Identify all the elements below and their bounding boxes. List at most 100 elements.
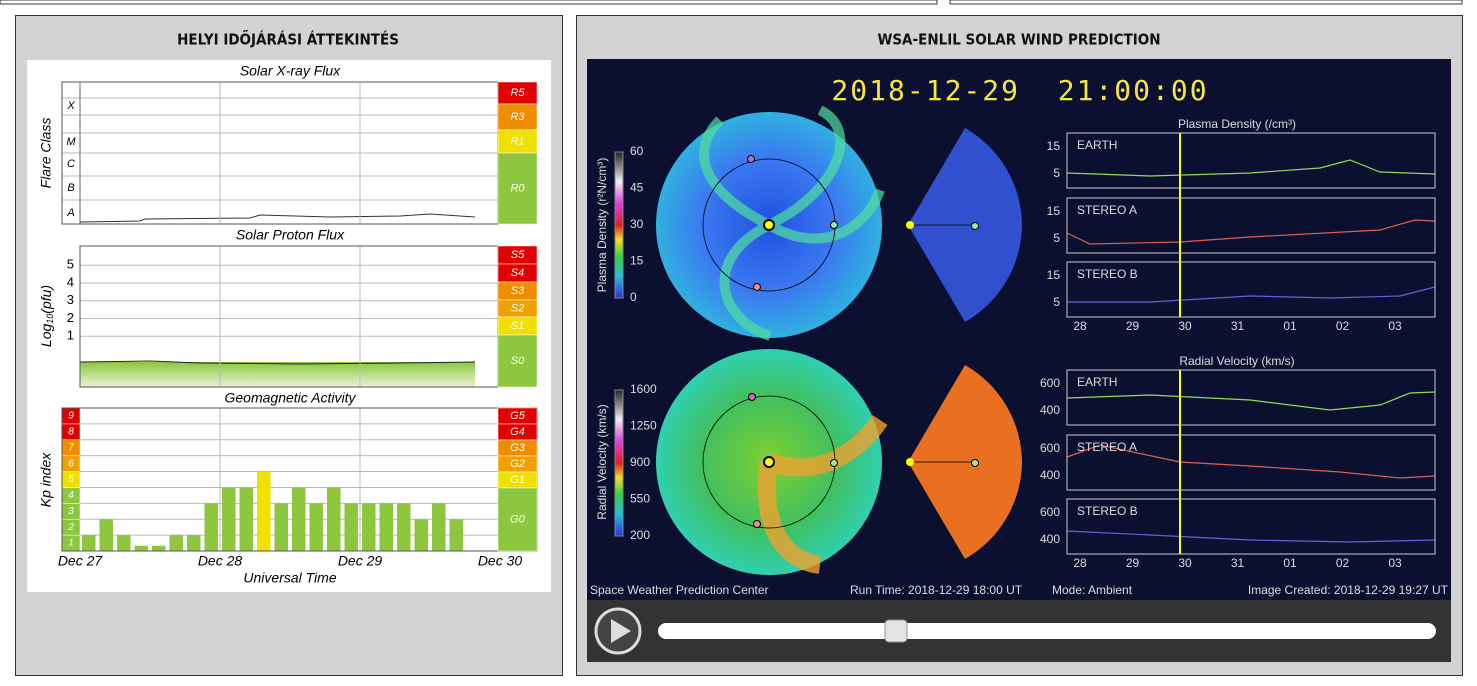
y-axis-label: Flare Class <box>38 118 54 189</box>
class-label: A <box>66 207 74 219</box>
kp-level-label: 2 <box>67 522 74 533</box>
scale-label: G2 <box>510 458 525 470</box>
probe-label: STEREO B <box>1077 267 1138 281</box>
kp-level-label: 1 <box>68 538 74 549</box>
scale-box <box>497 152 538 225</box>
kp-bar <box>432 503 446 551</box>
footer-source: Space Weather Prediction Center <box>590 583 769 597</box>
kp-level-label: 9 <box>68 411 74 422</box>
kp-bar <box>169 535 183 551</box>
colorbar-label: Plasma Density (r²N/cm³) <box>595 158 609 293</box>
chart-title: Geomagnetic Activity <box>225 390 357 406</box>
panel-title: HELYI IDŐJÁRÁSI ÁTTEKINTÉS <box>177 29 399 49</box>
kp-bar <box>222 487 236 551</box>
kp-bar <box>414 519 428 551</box>
plot-frame <box>1066 261 1436 318</box>
colorbar-tick: 1250 <box>630 419 657 433</box>
proton-flux-fill <box>80 362 475 387</box>
x-tick-label: 03 <box>1388 319 1402 333</box>
timeseries-lines <box>1066 159 1436 543</box>
panel-title: WSA-ENLIL SOLAR WIND PREDICTION <box>877 31 1160 49</box>
x-tick-label: 30 <box>1178 319 1192 333</box>
probe-label: EARTH <box>1077 375 1117 389</box>
kp-bar <box>397 503 411 551</box>
y-tick-label: 2 <box>67 310 74 325</box>
scale-label: G3 <box>510 442 526 454</box>
probe-label: EARTH <box>1077 138 1117 152</box>
y-axis-label-unit: (pfu) <box>38 285 54 314</box>
x-tick-label: Dec 30 <box>478 553 523 569</box>
scale-label: S5 <box>511 249 525 261</box>
y-axis-label-main: Log <box>38 324 54 348</box>
x-tick-label: Dec 27 <box>58 553 104 569</box>
class-label: X <box>66 100 75 112</box>
y-tick-label: 15 <box>1047 268 1061 282</box>
scale-box <box>497 103 538 131</box>
play-icon[interactable] <box>611 619 631 643</box>
plot-frame <box>1066 369 1436 426</box>
class-label: C <box>67 158 75 170</box>
kp-bar <box>344 503 358 551</box>
colorbar-tick: 900 <box>630 455 650 469</box>
colorbar-tick: 0 <box>630 290 637 304</box>
y-tick-label: 600 <box>1040 441 1060 455</box>
x-tick-label: 03 <box>1388 556 1402 570</box>
scale-label: G1 <box>510 474 525 486</box>
colorbar-label: Radial Velocity (km/s) <box>595 404 609 519</box>
density-spiral <box>699 105 885 341</box>
x-tick-label: 28 <box>1073 556 1087 570</box>
y-tick-label: 15 <box>1047 139 1061 153</box>
top-box <box>0 0 938 5</box>
x-tick-label: 30 <box>1178 556 1192 570</box>
kp-bar <box>239 487 253 551</box>
y-tick-label: 15 <box>1047 204 1061 218</box>
scale-label: R1 <box>510 135 524 147</box>
kp-level-label: 3 <box>68 506 74 517</box>
class-label: B <box>67 182 74 194</box>
scale-label: G4 <box>510 426 525 438</box>
kp-bar <box>362 503 376 551</box>
xray-flux-line <box>79 213 476 223</box>
class-label: M <box>66 136 76 148</box>
x-axis-label: Universal Time <box>243 570 336 586</box>
slider-track[interactable] <box>658 623 1436 639</box>
kp-bar <box>449 519 463 551</box>
scale-label: R5 <box>510 87 525 99</box>
y-tick-label: 400 <box>1040 468 1060 482</box>
y-axis-label: Log10(pfu) <box>38 285 56 347</box>
kp-bar <box>152 545 166 551</box>
x-tick-label: 29 <box>1126 319 1140 333</box>
plot-frame <box>1066 132 1436 189</box>
velocity-colorbar <box>614 389 624 537</box>
kp-bar <box>292 487 306 551</box>
x-tick-label: 01 <box>1283 556 1297 570</box>
chart-title: Solar Proton Flux <box>236 227 345 243</box>
y-tick-label: 600 <box>1040 505 1060 519</box>
x-tick-label: 02 <box>1336 556 1350 570</box>
scale-label: G0 <box>510 513 526 525</box>
kp-bar <box>117 535 131 551</box>
kp-bar <box>204 503 218 551</box>
scale-label: S0 <box>511 355 525 367</box>
kp-bar <box>309 503 323 551</box>
colorbar-tick: 30 <box>630 217 644 231</box>
scale-label: S2 <box>511 302 524 314</box>
x-tick-label: 28 <box>1073 319 1087 333</box>
top-box <box>949 0 1463 5</box>
y-tick-label: 600 <box>1040 376 1060 390</box>
timestamp: 2018-12-29 21:00:00 <box>831 74 1208 107</box>
x-tick-label: 31 <box>1231 556 1245 570</box>
x-tick-label: Dec 29 <box>338 553 383 569</box>
chart-area <box>27 60 551 592</box>
probe-label: STEREO A <box>1077 203 1137 217</box>
x-tick-label: 31 <box>1231 319 1245 333</box>
x-tick-label: 01 <box>1283 319 1297 333</box>
y-tick-label: 5 <box>1053 231 1060 245</box>
kp-level-label: 4 <box>68 490 74 501</box>
probe-label: STEREO B <box>1077 504 1138 518</box>
slider-thumb[interactable] <box>884 619 908 643</box>
scale-label: R0 <box>510 182 525 194</box>
kp-bar <box>274 503 288 551</box>
colorbar-tick: 15 <box>630 254 644 268</box>
